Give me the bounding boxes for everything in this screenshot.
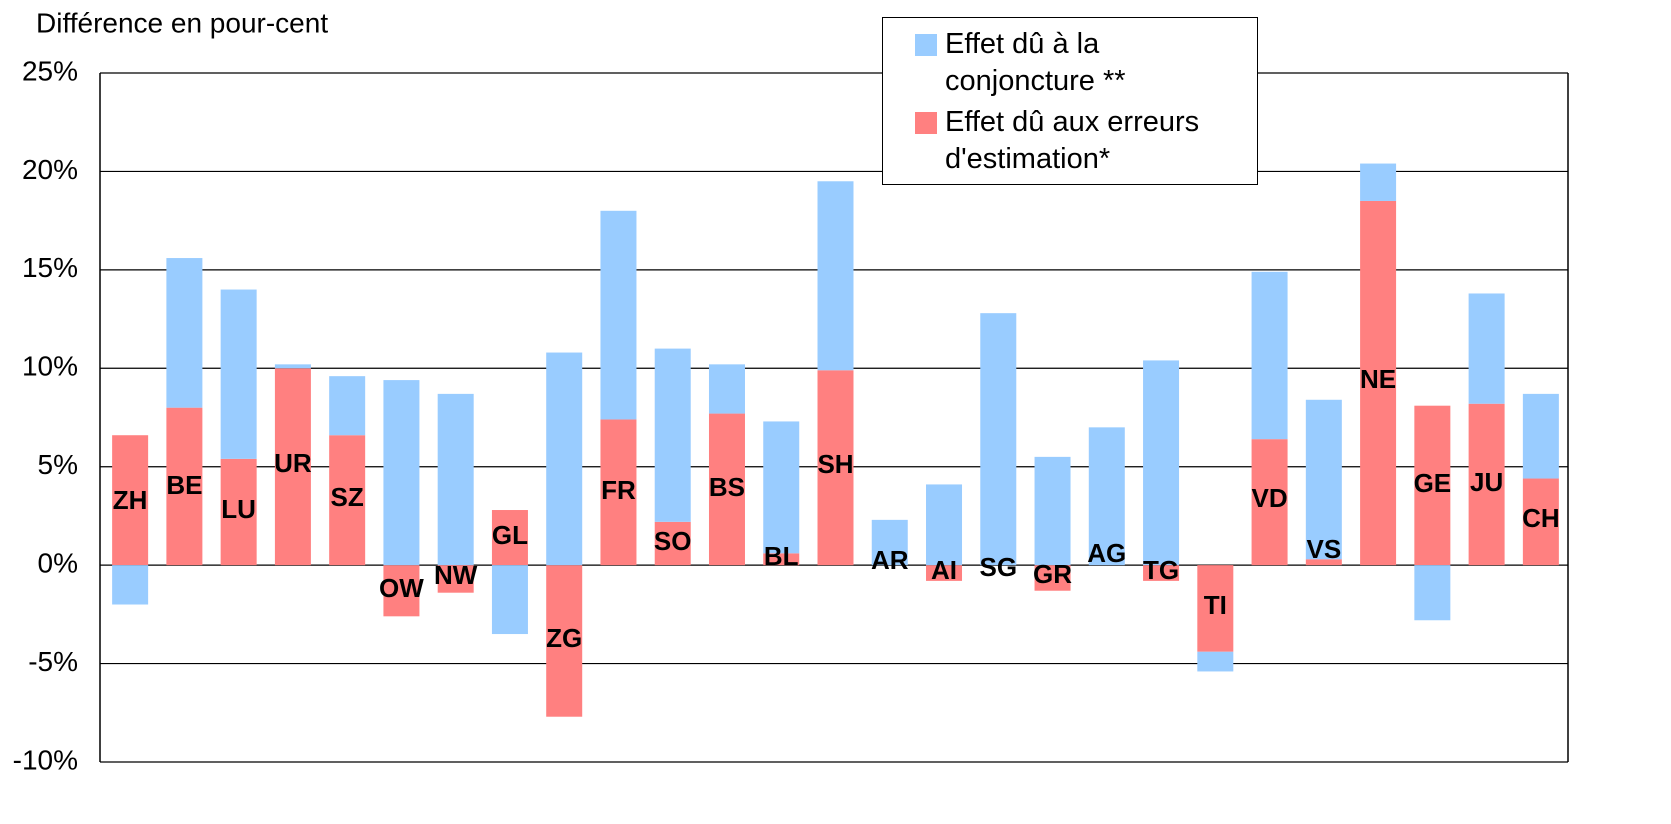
category-label: TI [1204,590,1227,620]
bar-segment [1197,565,1234,652]
bar-segment [383,380,420,566]
category-label: CH [1522,503,1560,533]
legend-label: Effet dû à la conjoncture ** [945,28,1126,97]
y-tick-label: -10% [13,744,78,775]
y-axis-title: Différence en pour-cent [36,7,328,38]
category-label: VS [1306,534,1341,564]
y-tick-label: 10% [22,351,78,382]
category-label: AR [871,545,909,575]
bar-segment [1034,456,1071,566]
category-label: LU [221,494,256,524]
category-label: SZ [331,482,364,512]
bar-segment [600,210,637,420]
legend: Effet dû à la conjoncture ** Effet dû aux… [882,17,1258,185]
bar-segment [491,510,528,566]
bar-segment [980,313,1017,566]
category-label: UR [274,448,312,478]
category-label: SH [817,449,853,479]
y-tick-label: 0% [38,548,78,579]
bar-segment [763,553,800,566]
category-label: GE [1414,468,1452,498]
category-label: JU [1470,467,1503,497]
bar-segment [329,435,366,566]
bar-segment [1468,293,1505,404]
y-tick-label: 25% [22,55,78,86]
y-tick-label: 15% [22,252,78,283]
bar-segment [274,368,311,566]
bar-segment [1360,200,1397,566]
bar-segment [1414,405,1451,566]
y-tick-label: -5% [28,646,78,677]
y-tick-label: 20% [22,154,78,185]
bar-segment [1414,565,1451,621]
category-label: AI [931,555,957,585]
category-label: AG [1087,538,1126,568]
bar-segment [437,393,474,566]
bar-segment [112,565,149,605]
bar-segment [1197,651,1234,672]
bar-segment [1251,271,1288,440]
category-label: GL [492,520,528,550]
bar-segment [926,484,963,566]
bar-segment [817,370,854,566]
bar-segment [1143,565,1180,581]
legend-swatch [915,34,937,56]
legend-swatch [915,112,937,134]
category-label: ZH [113,485,148,515]
bar-segment [1034,565,1071,591]
category-label: NW [434,560,478,590]
legend-item: Effet dû à la conjoncture ** [893,26,1247,100]
bar-segment [1251,439,1288,566]
bar-segment [1305,559,1342,566]
bar-segment [871,519,908,566]
category-label: ZG [546,623,582,653]
category-label: BE [166,470,202,500]
category-label: SO [654,526,692,556]
bar-segment [817,181,854,371]
legend-label: Effet dû aux erreurs d'estimation* [945,106,1200,175]
category-label: FR [601,475,636,505]
bar-segment [112,435,149,566]
bar-segment [1468,403,1505,566]
category-label: GR [1033,559,1072,589]
category-label: SG [979,552,1017,582]
bar-segment [1360,163,1397,201]
bar-segment [600,419,637,566]
legend-item: Effet dû aux erreurs d'estimation* [893,104,1247,178]
bar-segment [926,565,963,581]
category-label: BL [764,541,799,571]
category-label: OW [379,573,424,603]
category-label: BS [709,472,745,502]
bar-segment [220,458,257,566]
bar-segment [383,565,420,617]
bar-segment [546,352,583,566]
bar-segment [763,421,800,554]
bar-segment [437,565,474,593]
bar-segment [166,258,203,408]
y-tick-label: 5% [38,449,78,480]
bar-segment [708,413,745,566]
bar-segment [1522,393,1559,479]
bar-segment [1143,360,1180,566]
bar-segment [708,364,745,414]
bar-segment [654,348,691,522]
bar-segment [1088,427,1125,566]
bar-segment [329,376,366,436]
bar-segment [166,407,203,566]
bar-segment [1305,399,1342,560]
bar-segment [654,521,691,566]
bar-segment [491,565,528,635]
category-label: TG [1143,555,1179,585]
bar-segment [274,364,311,369]
bar-segment [1522,478,1559,566]
category-label: NE [1360,364,1396,394]
category-label: VD [1252,483,1288,513]
bar-segment [546,565,583,717]
bar-segment [220,289,257,459]
